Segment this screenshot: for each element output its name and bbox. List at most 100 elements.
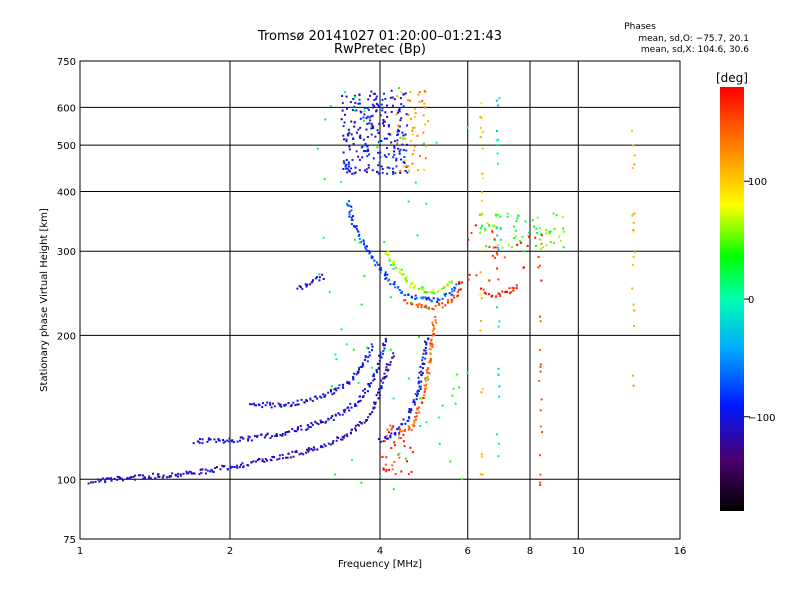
data-point — [371, 345, 374, 348]
data-point — [256, 459, 259, 462]
data-point — [424, 157, 427, 160]
data-point — [341, 109, 344, 112]
data-point — [425, 387, 428, 390]
data-point — [396, 130, 399, 133]
data-point — [410, 429, 413, 432]
data-point — [347, 169, 350, 172]
data-point — [422, 397, 425, 399]
data-point — [347, 165, 350, 168]
data-point — [407, 293, 410, 296]
data-point — [486, 222, 489, 225]
data-point — [481, 177, 484, 180]
data-point — [495, 433, 498, 436]
data-point — [327, 442, 330, 445]
data-point — [380, 103, 383, 106]
data-point — [226, 468, 229, 471]
data-point — [375, 97, 378, 100]
data-point — [365, 150, 368, 153]
data-point — [479, 293, 482, 296]
data-point — [398, 426, 401, 429]
data-point — [426, 297, 429, 300]
data-point — [420, 380, 423, 383]
data-point — [378, 354, 381, 357]
data-point — [371, 349, 373, 352]
data-point — [398, 433, 401, 436]
data-point — [177, 472, 180, 475]
data-point — [263, 436, 266, 439]
data-point — [387, 468, 390, 471]
data-point — [431, 343, 434, 346]
data-point — [423, 394, 425, 397]
data-point — [536, 231, 539, 234]
data-point — [372, 157, 375, 160]
data-point — [363, 106, 366, 109]
data-point — [379, 156, 382, 159]
data-point — [433, 327, 436, 330]
data-point — [539, 238, 541, 241]
data-point — [497, 249, 500, 251]
data-point — [430, 342, 433, 345]
chart-subtitle: RwPretec (Bp) — [333, 42, 427, 57]
data-point — [422, 131, 425, 134]
data-point — [404, 133, 407, 136]
data-point — [632, 384, 635, 387]
data-point — [411, 162, 414, 165]
data-point — [501, 290, 504, 293]
data-point — [418, 371, 421, 374]
data-point — [448, 292, 451, 295]
data-point — [398, 432, 401, 435]
data-point — [101, 477, 104, 480]
data-point — [379, 354, 382, 357]
data-point — [222, 441, 225, 444]
data-point — [368, 153, 371, 156]
data-point — [257, 403, 260, 406]
data-point — [298, 453, 301, 456]
data-point — [309, 426, 312, 429]
data-point — [355, 404, 358, 407]
data-point — [418, 335, 420, 338]
data-point — [436, 301, 439, 303]
data-point — [366, 419, 369, 422]
data-point — [139, 474, 142, 477]
data-point — [148, 475, 151, 478]
data-point — [400, 430, 403, 433]
data-point — [358, 158, 361, 161]
data-point — [371, 169, 374, 172]
data-point — [363, 243, 365, 246]
data-point — [407, 425, 410, 428]
data-point — [632, 144, 635, 147]
data-point — [393, 283, 396, 286]
data-point — [558, 235, 561, 238]
data-point — [230, 440, 233, 443]
data-point — [297, 426, 299, 429]
data-point — [506, 215, 509, 218]
data-point — [322, 236, 325, 239]
data-point — [342, 151, 345, 154]
data-point — [385, 277, 388, 279]
data-point — [306, 424, 309, 426]
data-point — [496, 144, 499, 147]
data-point — [414, 294, 417, 297]
data-point — [431, 307, 434, 310]
data-point — [128, 477, 131, 480]
data-point — [397, 286, 400, 288]
colorbar — [720, 87, 744, 511]
data-point — [519, 240, 521, 243]
data-point — [375, 370, 378, 373]
data-point — [362, 150, 365, 153]
data-point — [428, 306, 431, 309]
data-point — [377, 131, 380, 134]
data-point — [453, 296, 456, 299]
data-point — [358, 421, 361, 423]
data-point — [392, 260, 394, 263]
data-point — [241, 462, 244, 465]
data-point — [376, 146, 379, 149]
data-point — [506, 212, 509, 215]
data-point — [341, 95, 344, 97]
data-point — [352, 142, 355, 145]
data-point — [358, 233, 361, 236]
data-point — [359, 126, 362, 129]
data-point — [395, 157, 398, 160]
data-point — [491, 254, 494, 257]
data-point — [387, 132, 390, 135]
